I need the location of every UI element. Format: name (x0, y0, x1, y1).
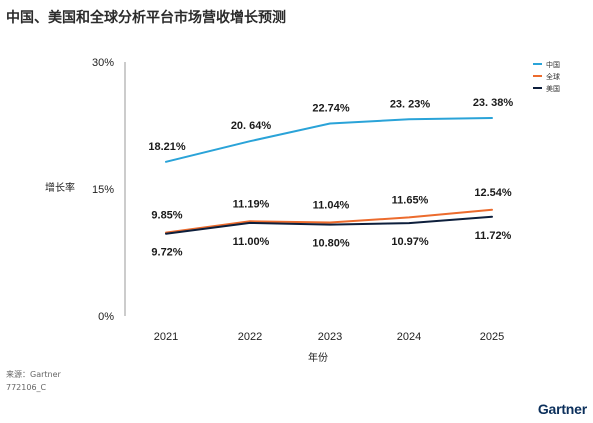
data-label-china: 23. 38% (473, 97, 514, 109)
legend-label-usa: 美国 (546, 84, 560, 93)
gartner-logo: Gartner (537, 401, 587, 417)
y-tick-label: 0% (98, 311, 114, 323)
data-label-usa: 10.97% (391, 236, 429, 248)
series-line-usa (165, 215, 493, 235)
y-axis-title: 增长率 (45, 181, 75, 194)
x-tick-labels: 2021 2022 2023 2024 2025 (154, 331, 504, 343)
series-line-china (165, 117, 493, 163)
data-label-usa: 9.72% (151, 247, 182, 259)
x-tick-label: 2021 (154, 331, 178, 343)
data-label-global: 11.65% (392, 194, 429, 206)
data-labels: 18.21% 20. 64% 22.74% 23. 23% 23. 38% 9.85% 11… (148, 97, 513, 259)
legend-label-global: 全球 (546, 72, 560, 81)
data-label-global: 11.19% (233, 198, 270, 210)
data-label-usa: 11.00% (233, 236, 270, 248)
x-tick-label: 2025 (480, 331, 504, 343)
y-tick-label: 15% (92, 184, 114, 196)
chart-title: 中国、美国和全球分析平台市场营收增长预测 (6, 10, 286, 26)
y-tick-label: 30% (92, 57, 114, 69)
data-label-global: 11.04% (313, 200, 350, 212)
series-lines (165, 117, 493, 235)
data-label-global: 12.54% (474, 187, 512, 199)
document-id: 772106_C (6, 383, 47, 392)
data-label-china: 22.74% (312, 102, 350, 114)
x-axis-title: 年份 (308, 351, 328, 364)
data-label-china: 20. 64% (231, 120, 272, 132)
x-tick-label: 2024 (397, 331, 421, 343)
legend-label-china: 中国 (546, 60, 560, 69)
y-tick-labels: 0% 15% 30% (92, 57, 114, 323)
series-line-global (165, 208, 493, 234)
x-tick-label: 2023 (318, 331, 342, 343)
data-label-china: 18.21% (148, 141, 186, 153)
source-note: 来源：Gartner (6, 370, 61, 379)
data-label-usa: 10.80% (312, 238, 350, 250)
data-label-usa: 11.72% (475, 230, 512, 242)
data-label-china: 23. 23% (390, 98, 431, 110)
x-tick-label: 2022 (238, 331, 262, 343)
data-label-global: 9.85% (151, 210, 182, 222)
